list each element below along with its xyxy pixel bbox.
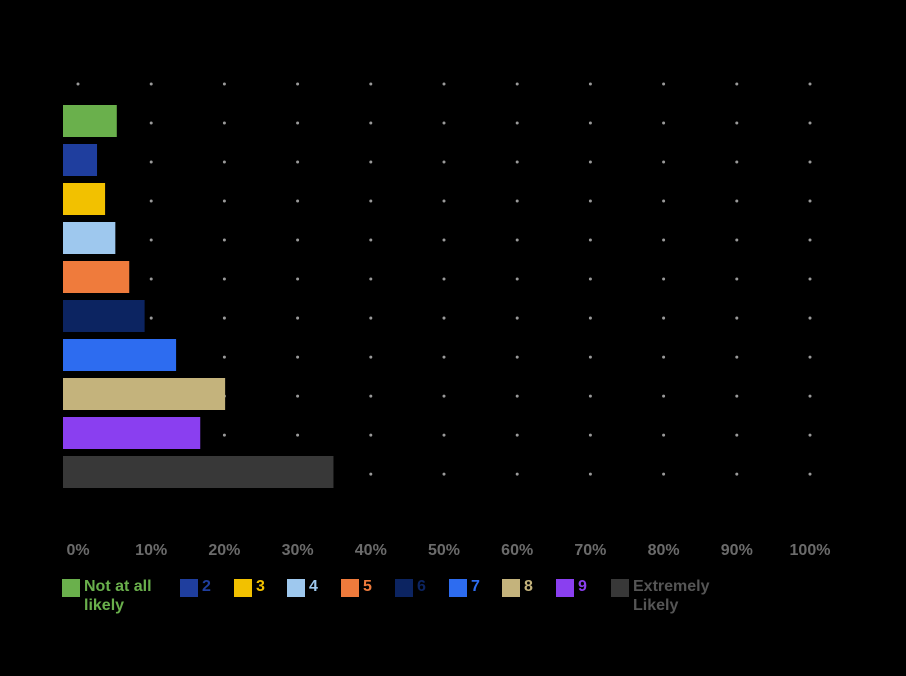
legend-label: 7	[471, 578, 480, 595]
x-tick-label: 80%	[648, 542, 680, 559]
legend-item: Extremely Likely	[611, 577, 741, 615]
x-tick-label: 50%	[428, 542, 460, 559]
legend-label: Not at all likely	[84, 578, 152, 614]
bar-9	[63, 417, 201, 449]
legend-swatch	[395, 579, 413, 597]
legend-item: Not at all likely	[62, 577, 172, 615]
legend-label: 3	[256, 578, 265, 595]
legend-swatch	[556, 579, 574, 597]
bar-extremely-likely	[63, 456, 334, 488]
legend-swatch	[180, 579, 198, 597]
bar-4	[63, 222, 116, 254]
bar-6	[63, 300, 145, 332]
legend-swatch	[611, 579, 629, 597]
bars	[63, 105, 334, 488]
x-tick-label: 10%	[135, 542, 167, 559]
legend-item: 3	[234, 577, 282, 597]
x-tick-label: 70%	[574, 542, 606, 559]
x-tick-label: 60%	[501, 542, 533, 559]
legend-label: 9	[578, 578, 587, 595]
legend-swatch	[234, 579, 252, 597]
x-tick-label: 100%	[790, 542, 831, 559]
x-tick-label: 30%	[282, 542, 314, 559]
bar-7	[63, 339, 177, 371]
legend-swatch	[287, 579, 305, 597]
bar-8	[63, 378, 226, 410]
legend-label: 6	[417, 578, 426, 595]
legend-swatch	[341, 579, 359, 597]
x-tick-label: 20%	[208, 542, 240, 559]
legend-item: 8	[502, 577, 550, 597]
legend-item: 6	[395, 577, 443, 597]
legend-label: 2	[202, 578, 211, 595]
legend-swatch	[502, 579, 520, 597]
x-tick-label: 40%	[355, 542, 387, 559]
legend-item: 2	[180, 577, 228, 597]
legend-label: 8	[524, 578, 533, 595]
legend-item: 5	[341, 577, 389, 597]
bar-not-at-all-likely	[63, 105, 117, 137]
legend-label: 5	[363, 578, 372, 595]
x-tick-label: 0%	[66, 542, 89, 559]
bar-2	[63, 144, 98, 176]
legend-item: 4	[287, 577, 335, 597]
legend-label: 4	[309, 578, 318, 595]
legend-label: Extremely Likely	[633, 578, 710, 614]
legend-item: 9	[556, 577, 604, 597]
x-tick-label: 90%	[721, 542, 753, 559]
legend-item: 7	[449, 577, 497, 597]
legend-swatch	[449, 579, 467, 597]
bar-3	[63, 183, 106, 215]
x-axis-tick-labels: 0% 10% 20% 30% 40% 50% 60% 70% 80% 90% 100%	[66, 542, 830, 559]
legend-swatch	[62, 579, 80, 597]
bar-5	[63, 261, 130, 293]
legend: Not at all likely 2 3 4 5 6 7 8 9 Extremely Likel…	[62, 577, 882, 637]
